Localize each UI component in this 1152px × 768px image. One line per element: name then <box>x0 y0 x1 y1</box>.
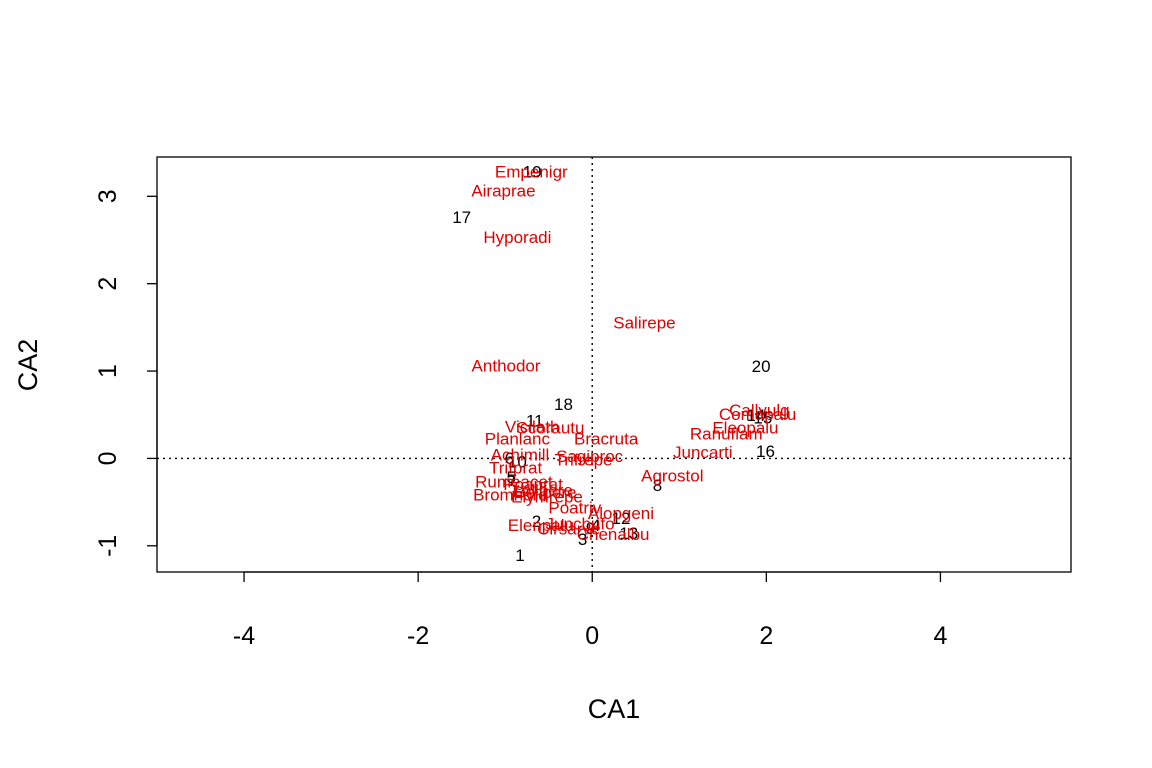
species-point-label: Cirsarve <box>537 520 600 539</box>
y-tick-label: 2 <box>94 277 122 291</box>
species-point-label: Alopgeni <box>588 504 654 523</box>
site-point-label: 17 <box>452 208 471 227</box>
site-point-label: 19 <box>523 162 542 181</box>
species-point-label: Poatriv <box>548 499 601 518</box>
species-point-label: Hyporadi <box>483 228 551 247</box>
species-point-label: Airaprae <box>471 182 535 201</box>
species-point-label: Anthodor <box>472 356 541 375</box>
y-tick-label: 0 <box>94 451 122 465</box>
species-point-label: Eleopalu <box>712 418 778 437</box>
species-point-label: Sagiproc <box>556 447 624 466</box>
species-point-label: Comapalu <box>719 405 797 424</box>
species-point-label: Callvulg <box>729 401 789 420</box>
site-point-label: 5 <box>507 468 516 487</box>
species-point-label: Ranuflam <box>690 424 763 443</box>
site-point-label: 11 <box>526 411 544 430</box>
site-point-label: 2 <box>532 512 541 531</box>
species-point-label: Poaprat <box>503 475 563 494</box>
species-point-label: Chenalbu <box>577 525 650 544</box>
x-tick-label: -4 <box>233 622 255 650</box>
site-point-label: 7 <box>507 471 516 490</box>
species-point-label: Scorautu <box>516 418 584 437</box>
site-point-label: 18 <box>554 395 573 414</box>
y-tick-label: 3 <box>94 189 122 203</box>
x-tick-label: 0 <box>585 622 599 650</box>
site-point-label: 12 <box>612 509 631 528</box>
y-tick-label: 1 <box>94 364 122 378</box>
site-point-label: 20 <box>752 357 771 376</box>
species-point-label: Planlanc <box>485 430 551 449</box>
x-axis-title: CA1 <box>588 694 641 724</box>
species-point-label: Vicilath <box>505 417 560 436</box>
species-point-label: Juncarti <box>673 443 733 462</box>
y-tick-label: -1 <box>94 535 122 557</box>
species-point-label: Elenpalu <box>508 516 574 535</box>
species-point-label: Achimill <box>491 445 550 464</box>
species-point-label: Agrostol <box>641 466 703 485</box>
site-point-label: 16 <box>756 442 775 461</box>
species-point-label: Bellpere <box>514 483 576 502</box>
site-point-label: 10 <box>508 452 527 471</box>
site-point-label: 4 <box>591 516 600 535</box>
species-point-label: Bromhord <box>473 486 548 505</box>
y-axis: -1 0 1 2 3 <box>94 189 158 557</box>
species-point-label: Trifprat <box>489 459 542 478</box>
species-point-label: Bracruta <box>574 430 639 449</box>
site-point-label: 8 <box>653 476 662 495</box>
site-point-label: 1 <box>515 546 524 565</box>
x-tick-label: 4 <box>933 622 947 650</box>
site-point-label: 6 <box>505 449 514 468</box>
site-point-label: 13 <box>619 524 638 543</box>
y-axis-title: CA2 <box>13 339 43 392</box>
site-point-label: 9 <box>586 519 595 538</box>
site-point-label: 15 <box>753 409 772 428</box>
species-point-label: Juncbufo <box>546 514 615 533</box>
species-point-label: Lolipere <box>512 481 573 500</box>
site-point-label: 3 <box>578 530 587 549</box>
x-axis: -4 -2 0 2 4 <box>233 571 947 650</box>
x-tick-label: -2 <box>407 622 429 650</box>
species-point-label: Elymrepe <box>511 487 583 506</box>
species-point-label: Salirepe <box>613 314 675 333</box>
species-point-label: Empenigr <box>495 162 568 181</box>
x-tick-label: 2 <box>759 622 773 650</box>
species-point-label: Trifrepe <box>555 451 613 470</box>
species-point-label: Rumeacet <box>475 473 553 492</box>
site-point-label: 14 <box>746 406 765 425</box>
